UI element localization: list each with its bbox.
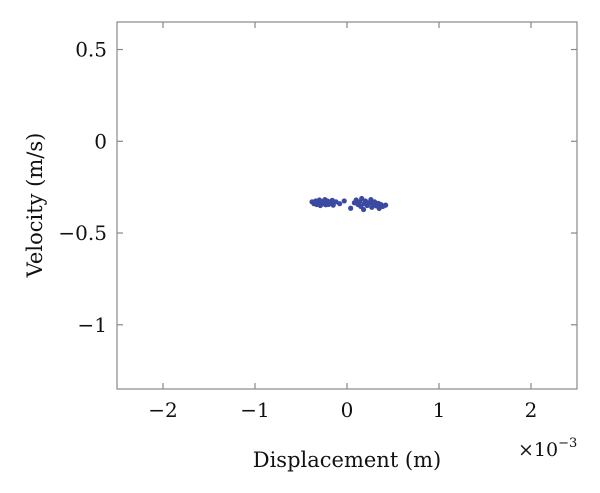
data-point xyxy=(360,206,367,213)
x-tick-label: 2 xyxy=(525,398,538,422)
x-tick-label: 1 xyxy=(433,398,446,422)
x-axis-title: Displacement (m) xyxy=(253,448,441,472)
x-tick-label: −1 xyxy=(240,398,269,422)
x-axis-ticks: −2 −1 0 1 2 xyxy=(148,22,537,422)
data-point xyxy=(383,202,389,208)
data-points xyxy=(309,195,389,213)
x-axis-multiplier: ×10−3 xyxy=(518,436,577,461)
x-multiplier-exponent: −3 xyxy=(558,436,577,451)
data-point xyxy=(337,201,343,207)
y-axis-title: Velocity (m/s) xyxy=(23,133,47,279)
data-point xyxy=(341,198,347,204)
x-tick-label: 0 xyxy=(341,398,354,422)
y-tick-label: 0.5 xyxy=(75,38,107,62)
data-point xyxy=(348,205,354,211)
y-axis-ticks: 0.5 0 −0.5 −1 xyxy=(58,38,577,337)
data-point xyxy=(359,195,365,202)
x-multiplier-base: ×10 xyxy=(518,439,558,461)
plot-area-frame xyxy=(116,21,578,390)
y-tick-label: 0 xyxy=(94,129,107,153)
x-tick-label: −2 xyxy=(148,398,177,422)
y-tick-label: −0.5 xyxy=(58,221,107,245)
y-tick-label: −1 xyxy=(78,313,107,337)
